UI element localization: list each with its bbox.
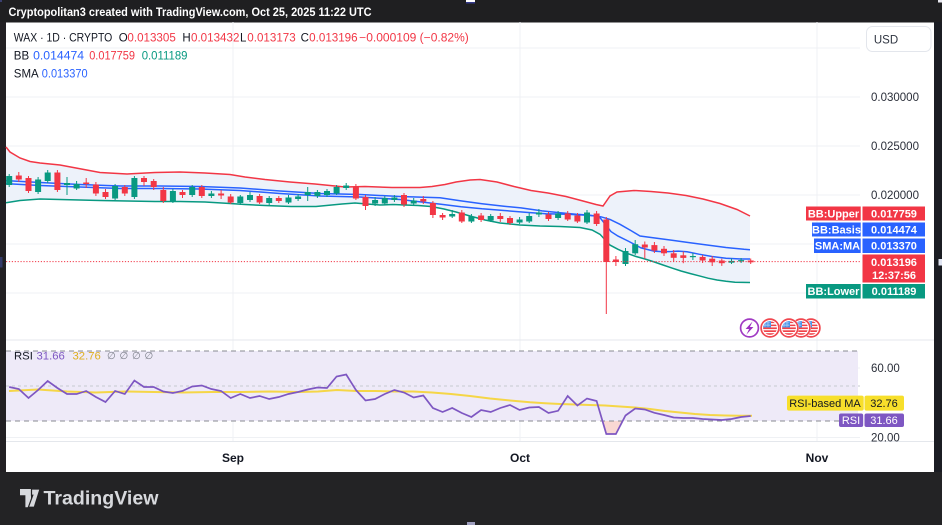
svg-text:0.017759: 0.017759: [871, 208, 917, 220]
svg-text:0.013370: 0.013370: [871, 241, 917, 253]
svg-text:BB:Upper: BB:Upper: [808, 208, 860, 220]
svg-text:0.025000: 0.025000: [871, 141, 919, 153]
svg-text:32.76: 32.76: [73, 351, 101, 363]
svg-text:WAX · 1D · CRYPTO: WAX · 1D · CRYPTO: [14, 33, 113, 45]
svg-text:∅: ∅: [120, 351, 129, 362]
svg-text:∅: ∅: [107, 351, 116, 362]
svg-text:31.66: 31.66: [37, 351, 65, 363]
svg-text:BB: BB: [14, 51, 30, 63]
svg-text:∅: ∅: [132, 351, 141, 362]
svg-text:0.030000: 0.030000: [871, 92, 919, 104]
svg-text:RSI: RSI: [14, 351, 33, 363]
svg-text:12:37:56: 12:37:56: [872, 270, 916, 282]
svg-text:0.011189: 0.011189: [142, 51, 188, 63]
svg-text:BB:Lower: BB:Lower: [808, 286, 861, 298]
svg-text:31.66: 31.66: [870, 415, 898, 427]
svg-text:USD: USD: [874, 35, 898, 47]
svg-text:0.013370: 0.013370: [42, 69, 88, 81]
svg-text:RSI-based MA: RSI-based MA: [789, 398, 861, 410]
svg-text:H: H: [182, 33, 190, 45]
svg-text:Sep: Sep: [222, 451, 244, 465]
svg-text:Nov: Nov: [806, 451, 829, 465]
svg-text:0.014474: 0.014474: [871, 224, 918, 236]
svg-text:20.00: 20.00: [871, 433, 900, 445]
svg-text:0.017759: 0.017759: [89, 51, 135, 63]
svg-text:O: O: [119, 33, 128, 45]
svg-text:SMA:MA: SMA:MA: [815, 241, 860, 253]
svg-text:Oct: Oct: [510, 451, 530, 465]
svg-text:0.013305: 0.013305: [127, 33, 175, 45]
svg-text:∅: ∅: [145, 351, 154, 362]
svg-text:60.00: 60.00: [871, 363, 900, 375]
svg-text:0.013173: 0.013173: [247, 33, 295, 45]
svg-text:0.013432: 0.013432: [191, 33, 239, 45]
svg-text:BB:Basis: BB:Basis: [812, 224, 861, 236]
svg-text:−0.000109 (−0.82%): −0.000109 (−0.82%): [359, 33, 469, 45]
svg-text:0.020000: 0.020000: [871, 190, 919, 202]
svg-text:L: L: [240, 33, 247, 45]
svg-text:0.014474: 0.014474: [33, 51, 85, 63]
svg-text:0.013196: 0.013196: [309, 33, 357, 45]
svg-text:C: C: [301, 33, 309, 45]
svg-text:RSI: RSI: [842, 415, 860, 427]
svg-text:Cryptopolitan3 created with Tr: Cryptopolitan3 created with TradingView.…: [9, 6, 373, 19]
svg-text:0.013196: 0.013196: [871, 257, 917, 269]
svg-text:SMA: SMA: [14, 69, 39, 81]
svg-text:TradingView: TradingView: [44, 489, 159, 510]
svg-text:32.76: 32.76: [870, 398, 898, 410]
svg-text:0.011189: 0.011189: [872, 286, 917, 298]
